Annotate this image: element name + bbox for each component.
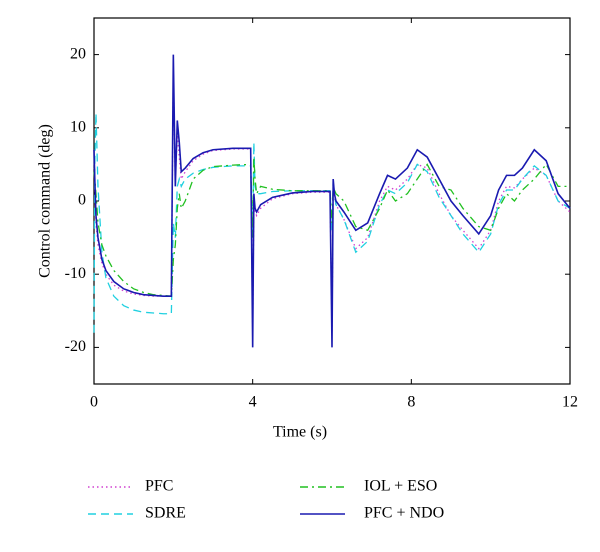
x-tick-label: 4 bbox=[249, 394, 257, 411]
x-tick-label: 8 bbox=[407, 394, 415, 411]
series-line bbox=[93, 157, 570, 297]
x-axis-label: Time (s) bbox=[273, 424, 327, 441]
x-tick-label: 0 bbox=[90, 394, 98, 411]
y-tick-label: 10 bbox=[70, 118, 86, 135]
legend-label: PFC bbox=[145, 478, 173, 495]
x-tick-label: 12 bbox=[562, 394, 578, 411]
series-line bbox=[93, 113, 571, 333]
legend-label: IOL + ESO bbox=[364, 478, 437, 495]
legend-label: PFC + NDO bbox=[364, 505, 444, 522]
y-tick-label: -20 bbox=[65, 338, 86, 355]
series-line bbox=[93, 54, 571, 348]
y-tick-label: 0 bbox=[78, 192, 86, 209]
y-tick-label: 20 bbox=[70, 45, 86, 62]
y-axis-label: Control command (deg) bbox=[37, 124, 54, 278]
y-tick-label: -10 bbox=[65, 265, 86, 282]
legend-label: SDRE bbox=[145, 505, 186, 522]
